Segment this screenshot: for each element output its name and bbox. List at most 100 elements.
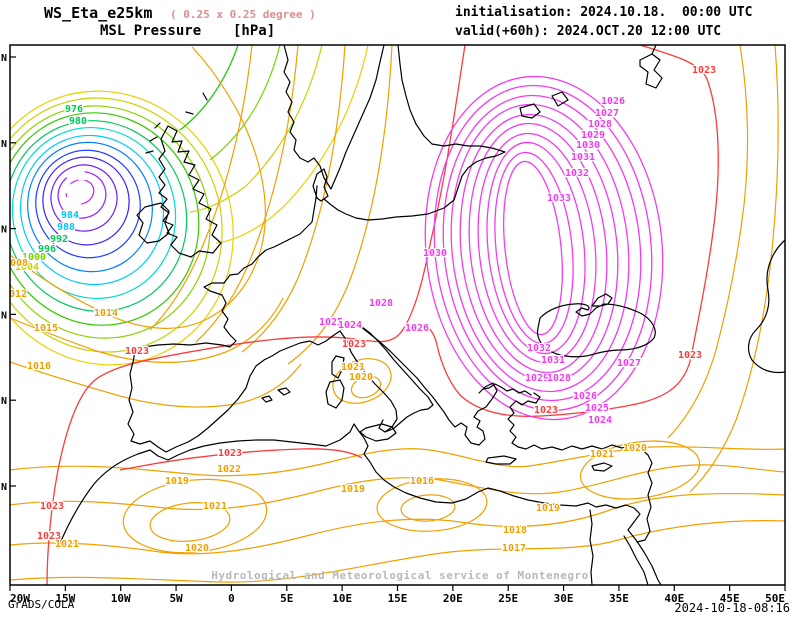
y-tick-label: N [1, 53, 7, 64]
contour-label: 1019 [165, 476, 189, 487]
x-tick-label: 15W [55, 592, 75, 605]
x-tick-label: 5W [169, 592, 183, 605]
coast-iberia-france [127, 294, 341, 453]
y-tick-label: N [1, 139, 7, 150]
field-units: [hPa] [233, 23, 276, 39]
x-tick-label: 5E [280, 592, 293, 605]
contour-label: 1030 [576, 140, 600, 151]
coast-balkans-greece [359, 325, 532, 446]
contour-label: 1031 [571, 152, 595, 163]
contour-label: 1029 [581, 130, 605, 141]
contour-label: 1023 [218, 448, 242, 459]
contour-label: 1019 [341, 484, 365, 495]
contour-label: 1023 [678, 350, 702, 361]
coast-turkey-levant [507, 392, 653, 543]
y-tick-label: N [1, 482, 7, 493]
contour-label: 1024 [338, 320, 362, 331]
x-tick-label: 15E [388, 592, 408, 605]
y-tick-label: N [1, 310, 7, 321]
contour-label: 1020 [185, 543, 209, 554]
contour-label: 1032 [527, 343, 551, 354]
contour-label: 1023 [40, 501, 64, 512]
y-tick-label: N [1, 396, 7, 407]
contour-label: 1020 [349, 372, 373, 383]
contour-label: 1021 [590, 449, 614, 460]
contour-label: 1000 [22, 252, 46, 263]
contour-label: 1012 [3, 289, 27, 300]
contour-label: 1027 [595, 108, 619, 119]
generator-label: GrADS/COLA [8, 598, 75, 611]
contour-label: 1028 [369, 298, 393, 309]
model-name: WS_Eta_e25km [44, 4, 153, 22]
contour-label: 1024 [588, 415, 612, 426]
x-tick-label: 40E [664, 592, 684, 605]
contour-label: 1014 [94, 308, 118, 319]
contour-label: 1016 [410, 476, 434, 487]
contour-label: 1023 [534, 405, 558, 416]
coast-islands [261, 355, 613, 472]
coast-black-sea [536, 293, 656, 358]
coast-british-isles [136, 92, 222, 258]
contour-label: 1023 [125, 346, 149, 357]
contour-label: 1028 [547, 373, 571, 384]
contour-label: 1030 [423, 248, 447, 259]
contour-label: 1025 [319, 317, 343, 328]
contour-label: 1032 [565, 168, 589, 179]
contour-label: 1029 [525, 373, 549, 384]
x-tick-label: 25E [498, 592, 518, 605]
contour-label: 1021 [341, 362, 365, 373]
creation-timestamp: 2024-10-18-08:16 [674, 601, 790, 615]
x-tick-label: 50E [765, 592, 785, 605]
trough-contours [179, 45, 369, 244]
contour-label: 1023 [37, 531, 61, 542]
contour-label: 1017 [502, 543, 526, 554]
x-tick-label: 10W [111, 592, 131, 605]
contour-label: 1023 [342, 339, 366, 350]
contour-label: 1018 [503, 525, 527, 536]
x-tick-label: 35E [609, 592, 629, 605]
contour-label: 1019 [536, 503, 560, 514]
contour-labels: 9769809729769809849889929961000100410081… [3, 64, 717, 556]
red-isobars [46, 45, 719, 585]
coastlines [57, 45, 785, 585]
contour-label: 988 [57, 222, 75, 233]
contour-label: 1028 [588, 119, 612, 130]
grid-resolution: ( 0.25 x 0.25 degree ) [170, 8, 316, 21]
contour-label: 1026 [573, 391, 597, 402]
contour-label: 1033 [547, 193, 571, 204]
y-axis: N N N N N N [1, 53, 16, 493]
contour-label: 1015 [34, 323, 58, 334]
y-tick-label: N [1, 225, 7, 236]
high-pressure-system [424, 75, 664, 421]
contour-label: 1021 [203, 501, 227, 512]
contour-label: 1008 [4, 258, 28, 269]
contour-label: 1023 [692, 65, 716, 76]
coast-nw-europe [203, 45, 506, 296]
contour-label: 992 [50, 234, 68, 245]
contour-label: 1016 [27, 361, 51, 372]
contour-label: 980 [69, 116, 87, 127]
contour-label: 976 [65, 104, 83, 115]
x-tick-label: 20W [10, 592, 30, 605]
contour-label: 996 [38, 244, 56, 255]
contour-label: 1022 [217, 464, 241, 475]
contour-label: 980 [63, 197, 81, 208]
contour-label: 1021 [55, 539, 79, 550]
contour-label: 1031 [541, 355, 565, 366]
field-name: MSL Pressure [100, 23, 202, 39]
x-tick-label: 20E [443, 592, 463, 605]
initialisation-time: initialisation: 2024.10.18. 00:00 UTC [455, 5, 753, 20]
coast-north-africa [57, 423, 662, 585]
contour-label: 1026 [601, 96, 625, 107]
contour-label: 1020 [623, 443, 647, 454]
contour-label: 1026 [405, 323, 429, 334]
x-tick-label: 45E [720, 592, 740, 605]
coast-east-lakes [519, 45, 785, 374]
valid-time: valid(+60h): 2024.OCT.20 12:00 UTC [455, 24, 722, 39]
contour-label: 1027 [617, 358, 641, 369]
contour-label: 1004 [15, 262, 39, 273]
watermark: Hydrological and Meteorological service … [211, 569, 589, 582]
x-tick-label: 30E [554, 592, 574, 605]
